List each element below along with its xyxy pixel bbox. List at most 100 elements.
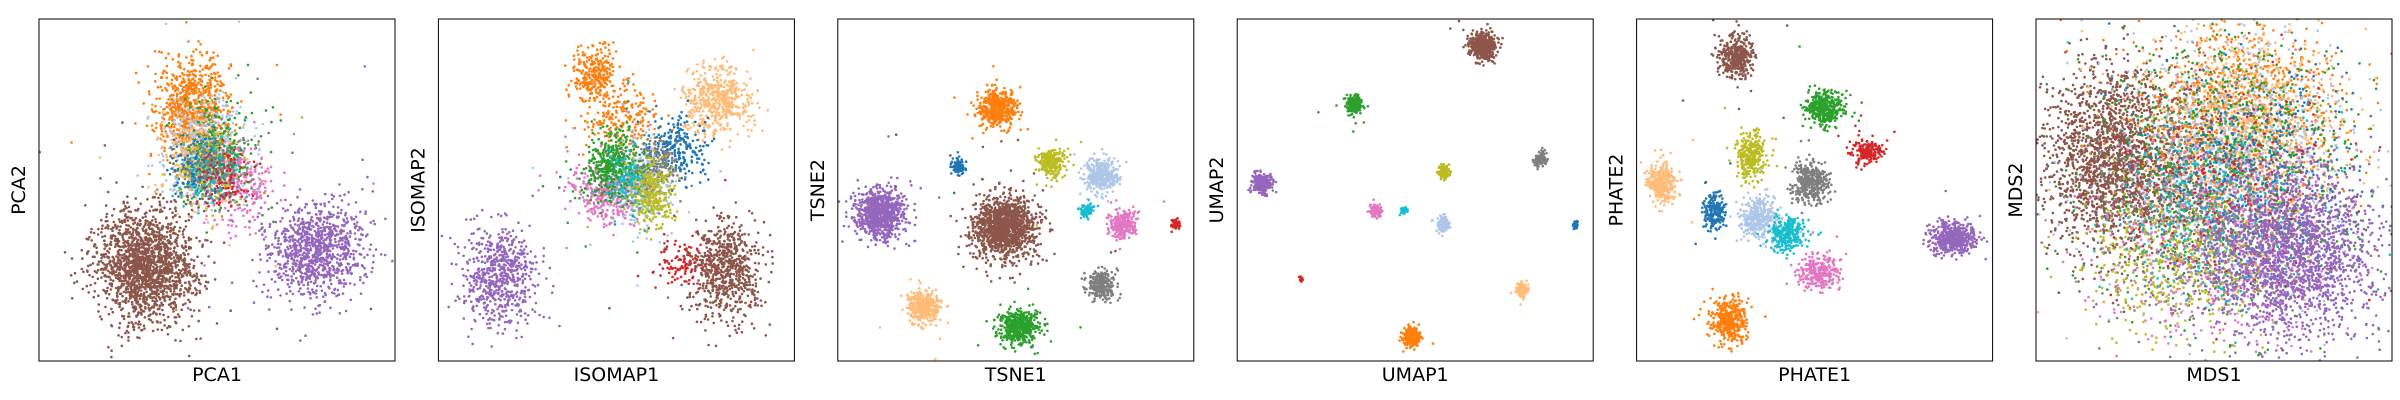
point bbox=[187, 181, 190, 184]
point bbox=[132, 325, 136, 329]
point bbox=[75, 280, 79, 283]
point bbox=[281, 254, 285, 258]
point bbox=[178, 106, 181, 109]
point bbox=[194, 279, 197, 282]
point bbox=[256, 77, 260, 81]
point bbox=[261, 213, 264, 217]
point bbox=[250, 138, 253, 142]
point bbox=[188, 269, 191, 273]
point bbox=[152, 260, 156, 263]
point bbox=[201, 86, 205, 90]
point bbox=[104, 204, 108, 207]
point bbox=[134, 290, 137, 294]
point bbox=[205, 202, 209, 205]
point bbox=[173, 105, 177, 108]
point bbox=[149, 307, 153, 310]
point bbox=[210, 154, 213, 157]
point bbox=[214, 174, 217, 177]
point bbox=[171, 141, 174, 145]
point bbox=[224, 104, 227, 108]
point bbox=[170, 138, 173, 141]
point bbox=[230, 173, 233, 176]
point bbox=[165, 253, 168, 256]
point bbox=[208, 168, 211, 171]
point bbox=[210, 227, 214, 230]
point bbox=[137, 81, 140, 84]
point bbox=[188, 262, 191, 266]
point bbox=[251, 258, 254, 262]
point bbox=[193, 176, 196, 179]
point bbox=[135, 240, 139, 244]
point bbox=[118, 292, 122, 296]
point bbox=[196, 140, 199, 144]
point bbox=[347, 203, 350, 206]
point bbox=[206, 221, 210, 224]
point bbox=[177, 268, 181, 272]
point bbox=[121, 307, 124, 310]
point bbox=[154, 72, 157, 76]
point bbox=[165, 277, 168, 280]
point bbox=[154, 292, 158, 295]
point bbox=[158, 221, 161, 225]
point bbox=[440, 347, 443, 350]
point bbox=[205, 124, 209, 127]
point bbox=[174, 177, 177, 180]
point bbox=[213, 106, 216, 109]
point bbox=[221, 138, 224, 141]
point bbox=[70, 141, 73, 144]
point bbox=[174, 151, 178, 155]
point bbox=[63, 251, 67, 254]
point bbox=[179, 142, 183, 146]
point bbox=[279, 113, 282, 116]
point bbox=[197, 81, 200, 84]
point bbox=[344, 211, 348, 215]
point bbox=[287, 278, 290, 282]
point bbox=[315, 289, 318, 293]
point bbox=[227, 95, 231, 98]
point bbox=[169, 236, 173, 239]
point bbox=[330, 193, 334, 196]
point bbox=[195, 337, 198, 341]
point bbox=[229, 309, 232, 313]
point bbox=[165, 71, 169, 75]
cluster-brown bbox=[39, 121, 373, 359]
point bbox=[213, 120, 216, 123]
point bbox=[86, 238, 90, 241]
point bbox=[86, 264, 90, 268]
point bbox=[213, 187, 217, 191]
point bbox=[100, 317, 103, 321]
point bbox=[200, 128, 203, 132]
point bbox=[272, 220, 275, 224]
point bbox=[176, 87, 180, 90]
point bbox=[159, 245, 163, 249]
point bbox=[214, 176, 218, 180]
point bbox=[176, 97, 180, 101]
point bbox=[104, 226, 108, 229]
point bbox=[175, 190, 179, 193]
point bbox=[155, 122, 158, 125]
point bbox=[253, 218, 256, 222]
point bbox=[137, 279, 141, 283]
point bbox=[182, 291, 186, 294]
point bbox=[234, 201, 237, 204]
point bbox=[152, 209, 155, 212]
point bbox=[214, 133, 218, 136]
point bbox=[355, 221, 359, 224]
point bbox=[152, 257, 156, 261]
point bbox=[258, 229, 261, 232]
point bbox=[127, 205, 131, 209]
point bbox=[144, 282, 147, 286]
point bbox=[125, 206, 128, 210]
point bbox=[311, 219, 315, 223]
point bbox=[246, 209, 249, 213]
point bbox=[235, 187, 239, 191]
point bbox=[111, 310, 115, 314]
point bbox=[90, 227, 93, 231]
point bbox=[137, 320, 141, 324]
point bbox=[196, 149, 199, 153]
point bbox=[148, 93, 151, 96]
scatter-points bbox=[39, 20, 443, 359]
point bbox=[234, 193, 237, 196]
point bbox=[180, 151, 184, 154]
point bbox=[195, 289, 198, 292]
